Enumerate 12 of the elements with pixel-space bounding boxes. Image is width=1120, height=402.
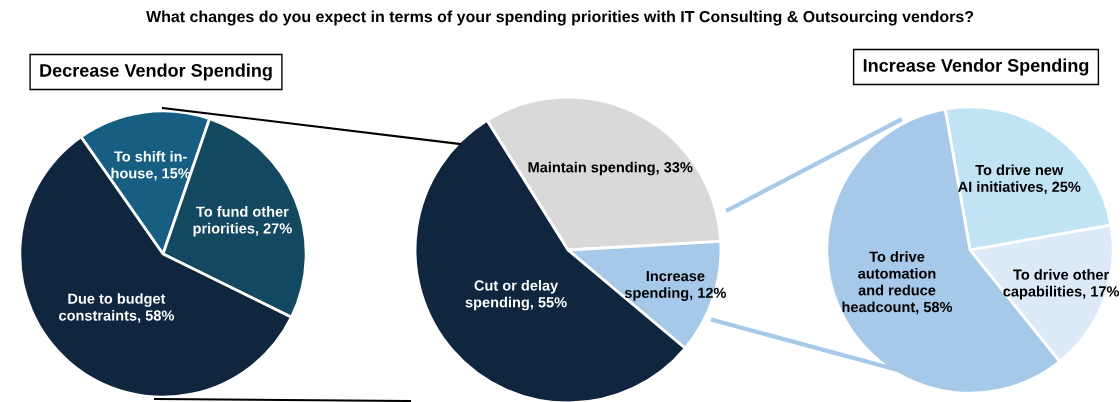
- chart-title: What changes do you expect in terms of your spending priorities with IT Consulting & Outsourcing vendors?: [146, 10, 974, 26]
- chart-title: Decrease Vendor Spending: [40, 63, 272, 81]
- slice-label: Increase spending, 12%: [624, 271, 727, 301]
- slice-label: Due to budget constraints, 58%: [59, 293, 174, 323]
- slice-label: To shift in- house, 15%: [111, 150, 191, 181]
- slice-label: Maintain spending, 33%: [528, 161, 693, 176]
- slice-label: To drive new AI initiatives, 25%: [958, 164, 1081, 195]
- slice-label: Cut or delay spending, 55%: [465, 279, 567, 311]
- slice-label: To fund other priorities, 27%: [193, 206, 292, 237]
- chart-title: Increase Vendor Spending: [863, 58, 1089, 76]
- slice-label: To drive automation and reduce headcount, 58%: [842, 251, 953, 315]
- slice-label: To drive other capabilities, 17%: [1003, 269, 1120, 300]
